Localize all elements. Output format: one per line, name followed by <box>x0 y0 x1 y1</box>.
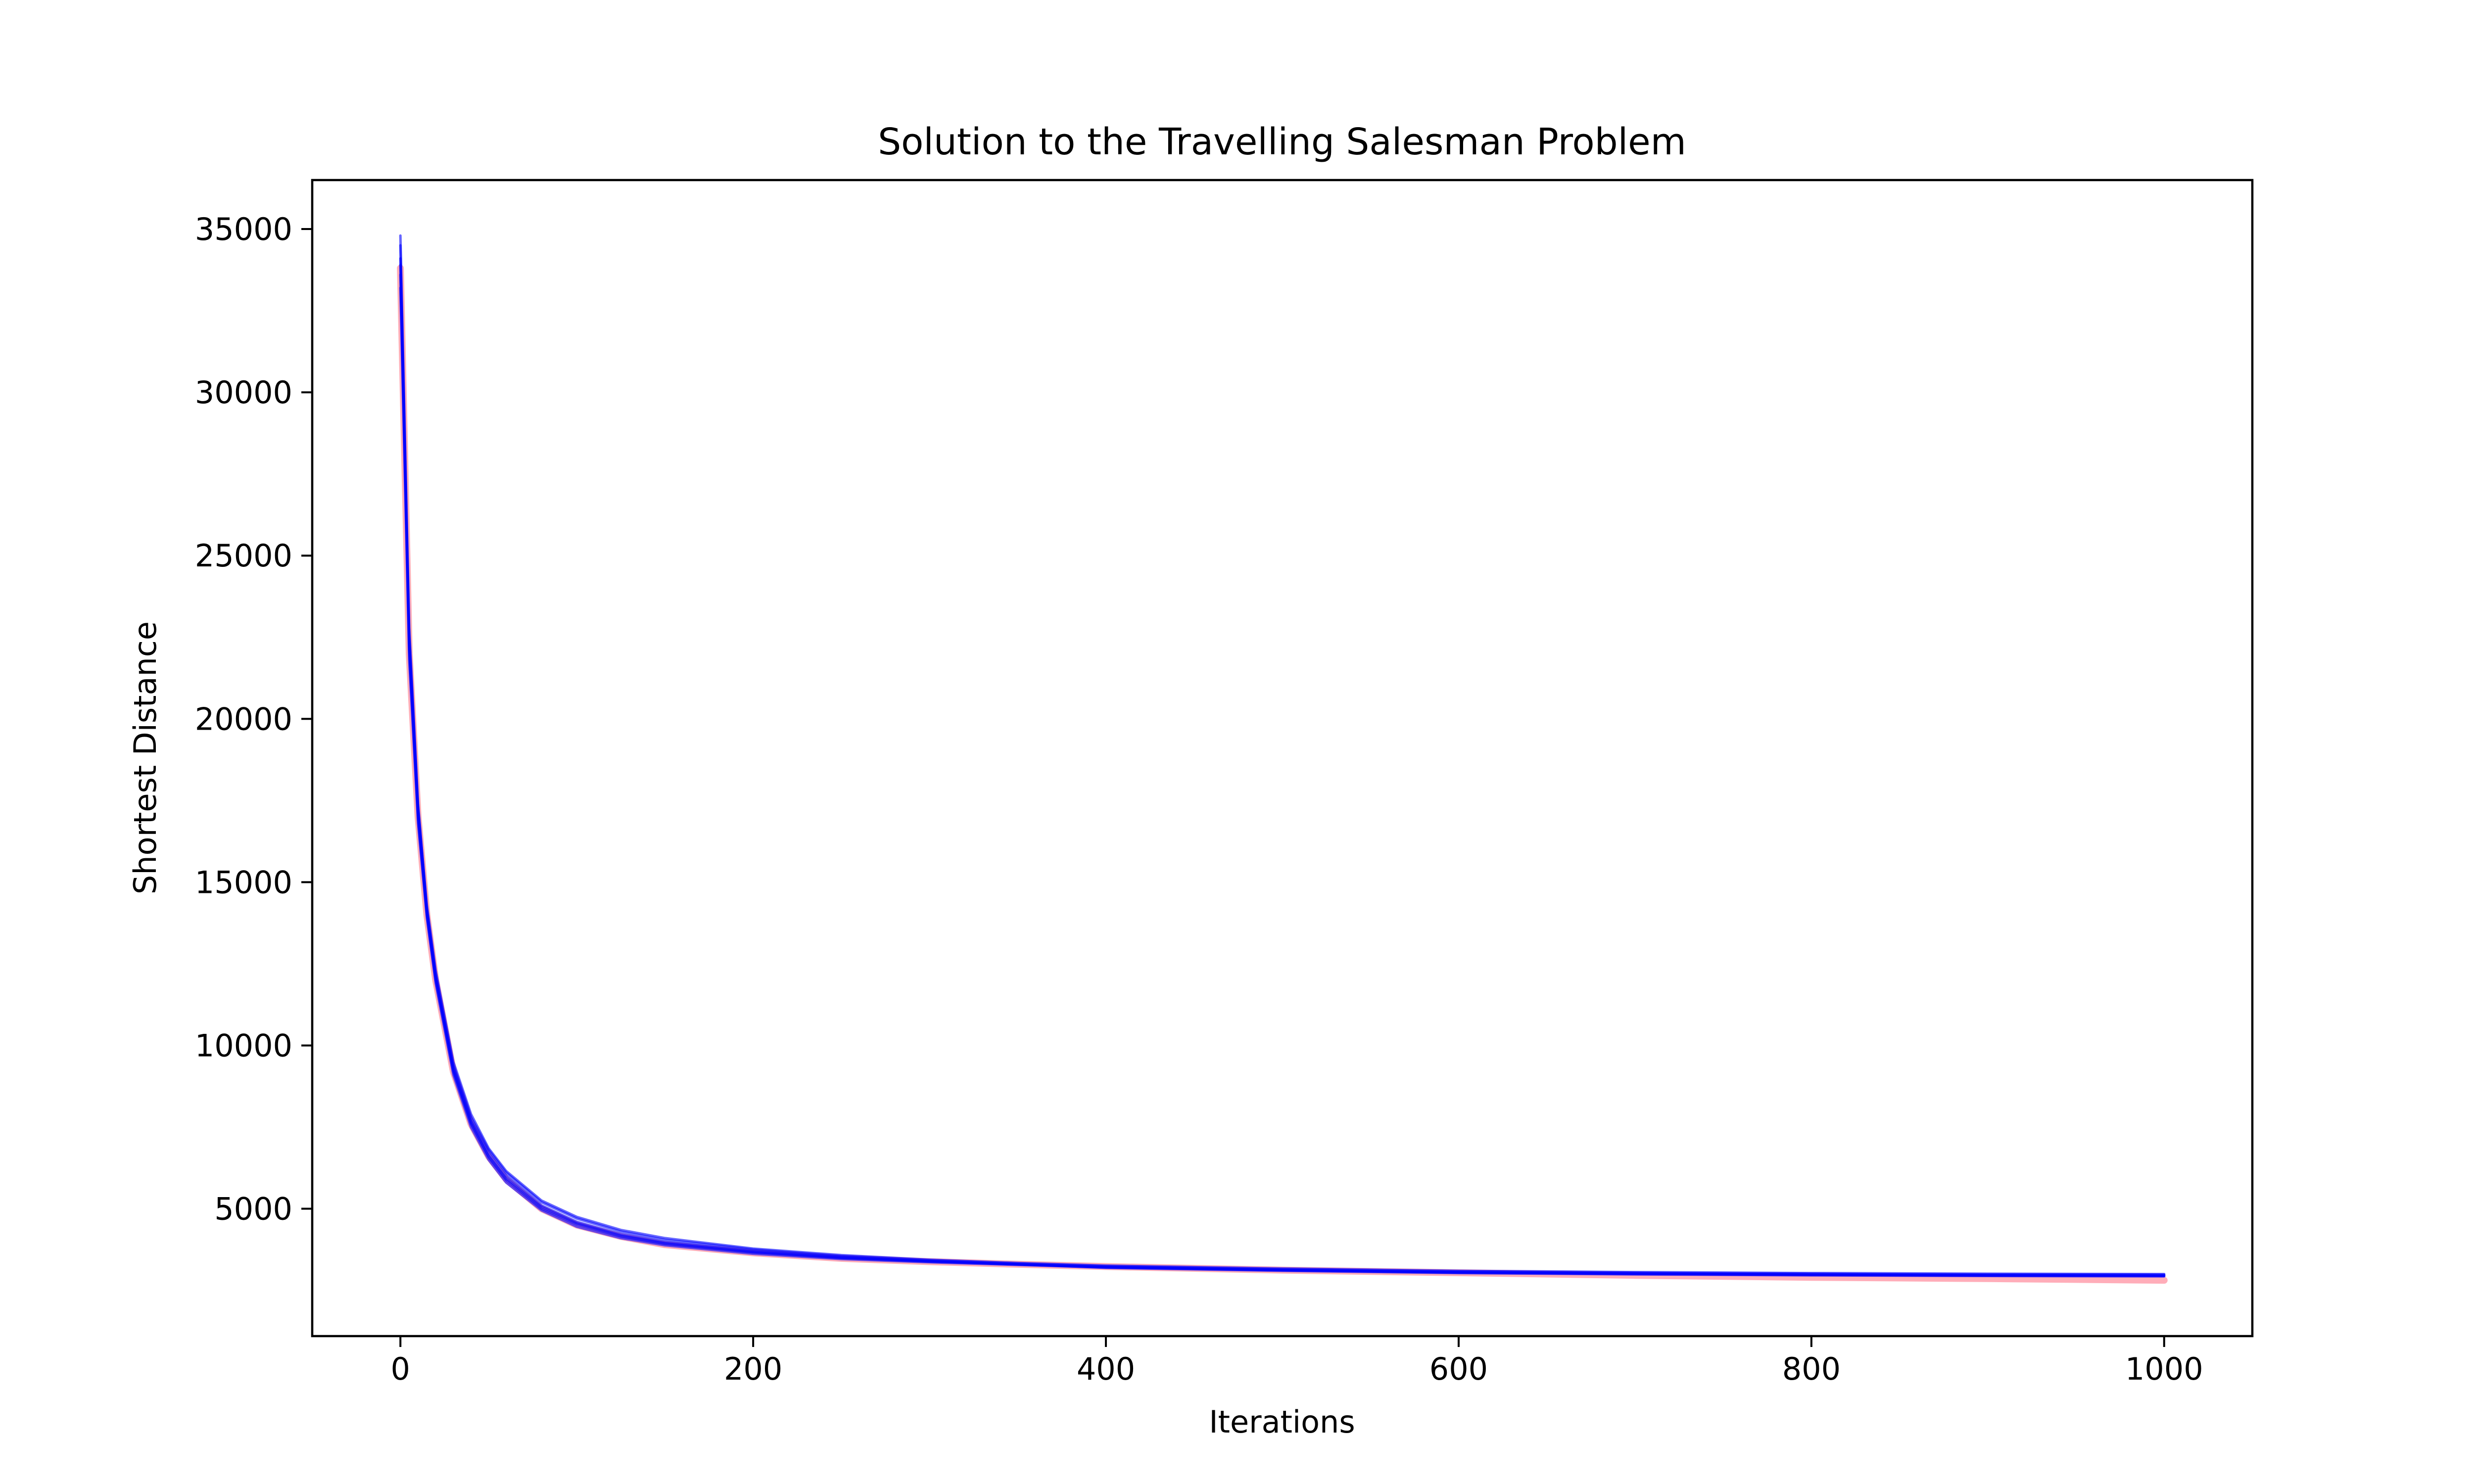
series-layer <box>397 234 2168 1284</box>
y-tick-label: 15000 <box>195 864 292 900</box>
x-tick-label: 0 <box>391 1351 410 1387</box>
y-tick-label: 25000 <box>195 538 292 574</box>
x-tick-label: 800 <box>1782 1351 1841 1387</box>
y-axis: 5000 10000 15000 20000 25000 30000 35000 <box>195 211 312 1227</box>
series-line-run <box>399 264 2166 1278</box>
y-tick-label: 20000 <box>195 701 292 737</box>
y-axis-label: Shortest Distance <box>127 621 163 894</box>
x-tick-label: 200 <box>724 1351 782 1387</box>
plot-background <box>312 180 2252 1336</box>
x-axis: 0 200 400 600 800 1000 <box>391 1336 2203 1387</box>
y-tick-label: 30000 <box>195 374 292 411</box>
x-tick-label: 400 <box>1077 1351 1135 1387</box>
plot-frame <box>311 179 2254 1338</box>
x-tick-label: 600 <box>1429 1351 1488 1387</box>
x-axis-label: Iterations <box>1209 1404 1355 1440</box>
y-tick-label: 35000 <box>195 211 292 247</box>
chart-title: Solution to the Travelling Salesman Prob… <box>878 121 1686 163</box>
x-tick-label: 1000 <box>2125 1351 2203 1387</box>
y-tick-label: 5000 <box>214 1191 292 1227</box>
y-tick-label: 10000 <box>195 1027 292 1064</box>
